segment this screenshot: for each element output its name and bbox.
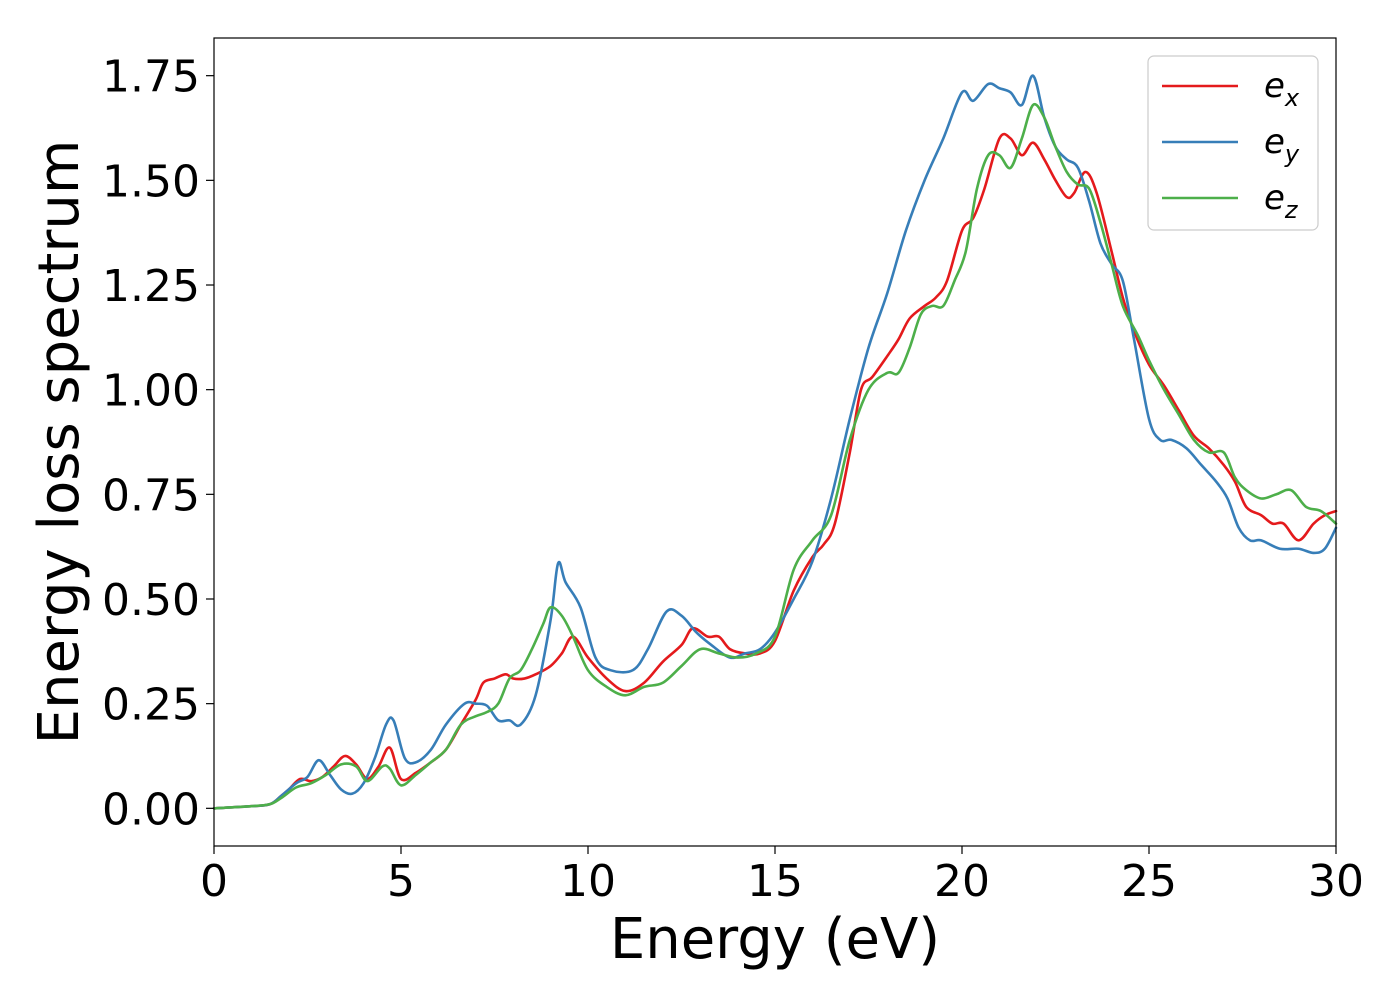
y-tick-label: 1.25 — [102, 261, 200, 312]
y-tick-label: 1.75 — [102, 52, 200, 103]
legend-label-x: ex — [1264, 66, 1300, 112]
y-axis: 0.00 0.25 0.50 0.75 1.00 1.25 1.50 1.75 — [102, 52, 214, 835]
legend-label-z: ez — [1264, 178, 1299, 224]
series-layer — [212, 74, 1338, 810]
series-line-z — [212, 102, 1338, 810]
x-tick-label: 20 — [934, 856, 990, 907]
y-axis-label: Energy loss spectrum — [27, 140, 92, 745]
x-tick-label: 30 — [1308, 856, 1364, 907]
y-tick-label: 0.75 — [102, 470, 200, 521]
x-tick-label: 0 — [200, 856, 228, 907]
x-tick-label: 25 — [1121, 856, 1177, 907]
y-tick-label: 0.00 — [102, 784, 200, 835]
y-tick-label: 1.50 — [102, 156, 200, 207]
x-tick-label: 5 — [387, 856, 415, 907]
y-tick-label: 0.50 — [102, 575, 200, 626]
x-tick-label: 15 — [747, 856, 803, 907]
y-tick-label: 1.00 — [102, 366, 200, 417]
series-line-x — [212, 132, 1338, 810]
legend-label-y: ey — [1264, 122, 1300, 168]
legend: ex ey ez — [1147, 55, 1319, 231]
y-tick-label: 0.25 — [102, 680, 200, 731]
x-axis-label: Energy (eV) — [610, 907, 940, 972]
x-axis: 0 5 10 15 20 25 30 — [200, 846, 1364, 907]
x-tick-label: 10 — [560, 856, 616, 907]
